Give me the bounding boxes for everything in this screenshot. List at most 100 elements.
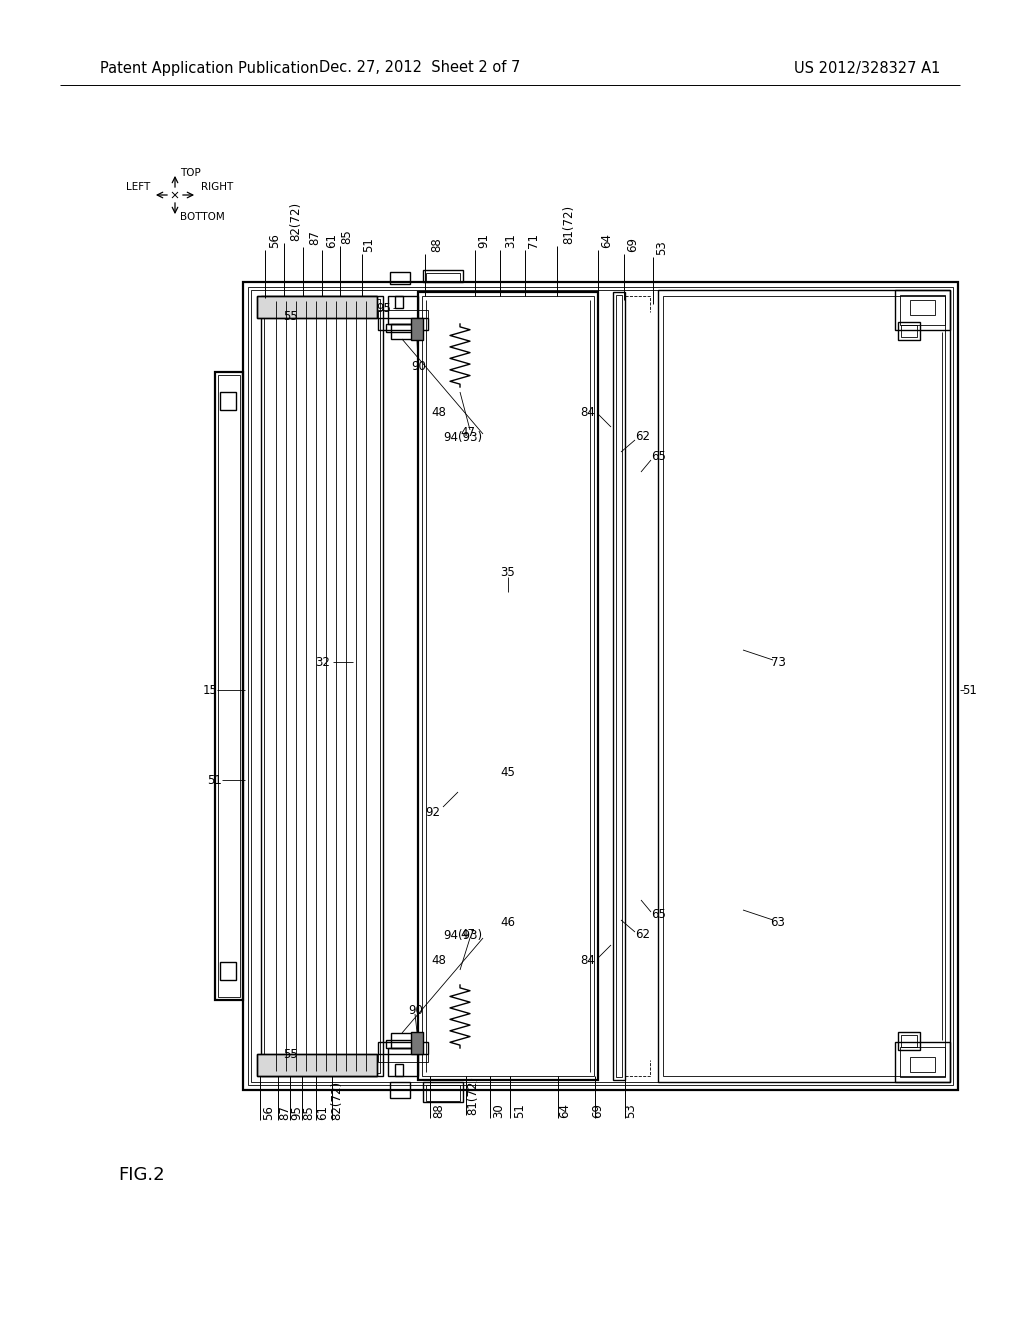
Text: 61: 61 [325, 234, 338, 248]
Text: 87: 87 [308, 230, 321, 246]
Bar [426, 1085, 460, 1101]
Bar [900, 294, 945, 325]
Bar [418, 292, 598, 1080]
Text: 35: 35 [501, 565, 515, 578]
Bar [378, 310, 428, 318]
Bar [251, 290, 950, 1082]
Bar [411, 1032, 423, 1053]
Text: BOTTOM: BOTTOM [180, 213, 224, 222]
Bar [386, 1040, 420, 1048]
Text: 88: 88 [430, 238, 443, 252]
Bar [895, 1041, 950, 1082]
Text: RIGHT: RIGHT [201, 182, 233, 191]
Text: 65: 65 [651, 908, 666, 921]
Text: 81(72): 81(72) [562, 205, 575, 244]
Text: 61: 61 [316, 1105, 329, 1119]
Text: 91: 91 [477, 234, 490, 248]
Bar [261, 296, 383, 1076]
Bar [390, 272, 410, 284]
Bar [910, 300, 935, 315]
Text: 48: 48 [431, 405, 446, 418]
Text: 47: 47 [460, 928, 475, 941]
Bar [248, 286, 953, 1085]
Text: 71: 71 [527, 234, 540, 248]
Text: 92: 92 [426, 805, 440, 818]
Text: 73: 73 [771, 656, 785, 668]
Bar [388, 1048, 418, 1076]
Bar [257, 1053, 377, 1076]
Bar [215, 372, 243, 1001]
Bar [264, 300, 380, 1073]
Bar [898, 322, 920, 341]
Text: 85: 85 [302, 1105, 315, 1119]
Text: 64: 64 [558, 1104, 571, 1118]
Text: 51: 51 [513, 1104, 526, 1118]
Text: FIG.2: FIG.2 [118, 1166, 165, 1184]
Bar [390, 1082, 410, 1098]
Bar [423, 1082, 463, 1102]
Bar [257, 296, 377, 318]
Bar [423, 271, 463, 282]
Bar [220, 962, 236, 979]
Text: 94(93): 94(93) [443, 430, 482, 444]
Bar [658, 290, 950, 1082]
Text: US 2012/328327 A1: US 2012/328327 A1 [794, 61, 940, 75]
Text: TOP: TOP [180, 168, 201, 178]
Bar [391, 1034, 413, 1048]
Text: 47: 47 [460, 425, 475, 438]
Bar [426, 273, 460, 281]
Text: 94(93): 94(93) [443, 928, 482, 941]
Bar [378, 318, 428, 330]
Text: 55: 55 [284, 1048, 298, 1061]
Text: 90: 90 [411, 360, 426, 374]
Text: Patent Application Publication: Patent Application Publication [100, 61, 318, 75]
Text: 56: 56 [262, 1105, 275, 1119]
Text: 31: 31 [504, 234, 517, 248]
Text: 51: 51 [362, 238, 375, 252]
Text: 84: 84 [581, 405, 595, 418]
Text: 82(72): 82(72) [330, 1081, 343, 1119]
Text: 15: 15 [203, 684, 217, 697]
Text: 84: 84 [581, 953, 595, 966]
Bar [910, 1057, 935, 1072]
Bar [257, 1053, 377, 1076]
Bar [218, 375, 240, 997]
Bar [900, 1047, 945, 1077]
Bar [257, 296, 377, 318]
Bar [613, 292, 625, 1080]
Text: 53: 53 [624, 1104, 637, 1118]
Text: 88: 88 [432, 1104, 445, 1118]
Text: 87: 87 [278, 1105, 291, 1119]
Text: 82(72): 82(72) [289, 202, 302, 242]
Bar [616, 294, 622, 1077]
Text: 32: 32 [315, 656, 331, 668]
Bar [386, 323, 420, 333]
Bar [395, 1064, 403, 1076]
Text: 46: 46 [501, 916, 515, 928]
Text: 62: 62 [635, 430, 650, 444]
Text: 45: 45 [501, 766, 515, 779]
Text: 90: 90 [408, 1003, 423, 1016]
Text: 56: 56 [268, 234, 281, 248]
Text: 95: 95 [376, 301, 391, 314]
Bar [378, 1041, 428, 1053]
Bar [378, 1053, 428, 1063]
Bar [411, 318, 423, 341]
Bar [898, 1032, 920, 1049]
Text: 62: 62 [635, 928, 650, 941]
Text: 81(72): 81(72) [466, 1076, 479, 1115]
Bar [663, 296, 945, 1076]
Text: 63: 63 [771, 916, 785, 928]
Text: 51: 51 [208, 774, 222, 787]
Text: 85: 85 [340, 230, 353, 244]
Text: 30: 30 [492, 1104, 505, 1118]
Text: 53: 53 [655, 240, 668, 255]
Text: LEFT: LEFT [126, 182, 150, 191]
Bar [422, 296, 594, 1076]
Bar [243, 282, 958, 1090]
Text: 55: 55 [284, 310, 298, 323]
Bar [220, 392, 236, 411]
Text: 64: 64 [600, 234, 613, 248]
Bar [901, 325, 918, 337]
Text: 95: 95 [290, 1105, 303, 1119]
